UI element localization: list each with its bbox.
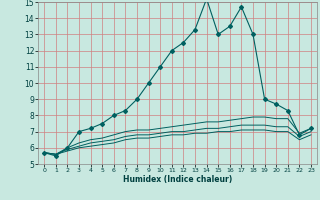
- X-axis label: Humidex (Indice chaleur): Humidex (Indice chaleur): [123, 175, 232, 184]
